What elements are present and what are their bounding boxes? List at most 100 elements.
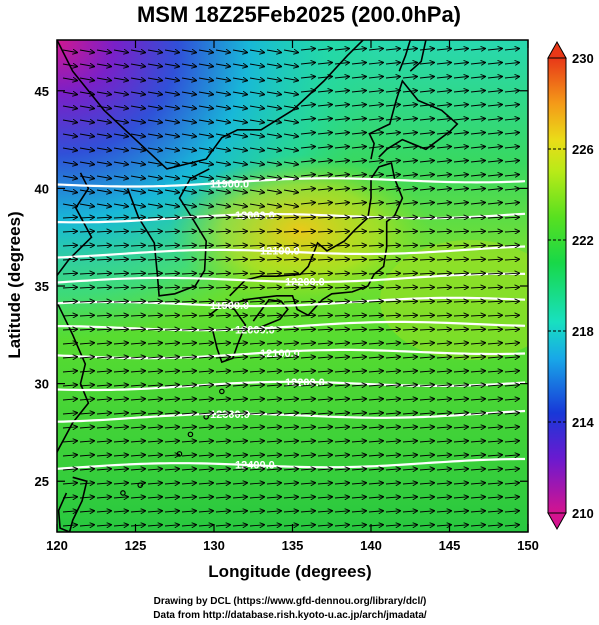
wind-arrow	[79, 231, 94, 232]
credit-line-1: Drawing by DCL (https://www.gfd-dennou.o…	[154, 596, 427, 607]
wind-arrow	[487, 287, 502, 288]
wind-arrow	[96, 469, 111, 470]
wind-arrow	[164, 176, 179, 179]
wind-arrow	[164, 134, 179, 137]
wind-arrow	[215, 357, 230, 358]
wind-arrow	[334, 273, 349, 274]
wind-arrow	[62, 50, 77, 53]
wind-arrow	[385, 133, 400, 135]
wind-arrow	[453, 77, 468, 79]
wind-arrow	[436, 357, 451, 358]
wind-arrow	[249, 371, 264, 372]
wind-arrow	[147, 427, 162, 428]
coastline-shikoku	[252, 298, 289, 330]
wind-arrow	[487, 357, 502, 358]
wind-arrow	[351, 217, 366, 218]
wind-arrow	[419, 301, 434, 302]
chart-title: MSM 18Z25Feb2025 (200.0hPa)	[137, 2, 461, 27]
wind-arrow	[419, 245, 434, 246]
wind-arrow	[334, 119, 349, 121]
wind-arrow	[470, 315, 485, 316]
wind-arrow	[419, 119, 434, 121]
wind-arrow	[402, 413, 417, 414]
wind-arrow	[96, 301, 111, 302]
wind-arrow	[164, 329, 179, 330]
wind-arrow	[96, 245, 111, 246]
wind-arrow	[317, 231, 332, 232]
wind-arrow	[181, 64, 196, 67]
wind-arrow	[351, 413, 366, 414]
wind-arrow	[419, 189, 434, 191]
wind-arrow	[385, 77, 400, 79]
wind-arrow	[368, 49, 383, 51]
wind-arrow	[96, 357, 111, 358]
wind-arrow	[181, 148, 196, 151]
wind-arrow	[130, 497, 145, 498]
wind-arrow	[351, 203, 366, 205]
wind-arrow	[368, 77, 383, 79]
wind-arrow	[249, 231, 264, 232]
wind-arrow	[385, 357, 400, 358]
lat-tick-label: 45	[35, 84, 49, 99]
wind-arrow	[164, 64, 179, 67]
wind-arrow	[283, 483, 298, 484]
wind-arrow	[368, 217, 383, 218]
wind-arrow	[62, 455, 77, 456]
wind-arrow	[113, 399, 128, 400]
wind-arrow	[198, 50, 213, 53]
wind-arrow	[79, 483, 94, 484]
wind-arrow	[113, 427, 128, 428]
wind-arrow	[453, 371, 468, 372]
wind-arrow	[283, 78, 298, 81]
lon-tick-label: 125	[125, 538, 147, 553]
wind-arrow	[419, 203, 434, 205]
wind-arrow	[147, 92, 162, 95]
wind-arrow	[351, 175, 366, 177]
wind-arrow	[470, 147, 485, 149]
wind-arrow	[504, 175, 519, 177]
wind-arrow	[402, 371, 417, 372]
wind-arrow	[283, 50, 298, 53]
wind-arrow	[181, 92, 196, 95]
wind-arrow	[283, 190, 298, 193]
wind-arrow	[79, 148, 94, 151]
wind-arrow	[385, 105, 400, 107]
wind-arrow	[385, 497, 400, 498]
wind-arrow	[283, 287, 298, 288]
wind-arrow	[504, 497, 519, 498]
wind-arrow	[249, 483, 264, 484]
wind-arrow	[317, 189, 332, 191]
wind-arrow	[215, 190, 230, 193]
wind-arrow	[266, 343, 281, 344]
wind-arrow	[62, 106, 77, 109]
wind-arrow	[402, 273, 417, 274]
wind-arrow	[419, 357, 434, 358]
wind-arrow	[130, 301, 145, 302]
wind-arrow	[487, 511, 502, 512]
wind-arrow	[419, 91, 434, 93]
wind-arrow	[283, 413, 298, 414]
wind-arrow	[249, 162, 264, 165]
wind-arrow	[266, 162, 281, 165]
wind-arrow	[62, 427, 77, 428]
wind-arrow	[504, 413, 519, 414]
wind-arrow	[504, 217, 519, 218]
wind-arrow	[164, 273, 179, 274]
wind-arrow	[470, 105, 485, 107]
wind-arrow	[402, 469, 417, 470]
wind-arrow	[504, 287, 519, 288]
wind-arrow	[283, 525, 298, 526]
wind-arrow	[402, 315, 417, 316]
wind-arrow	[300, 175, 315, 177]
wind-arrow	[385, 203, 400, 205]
wind-arrow	[504, 427, 519, 428]
wind-arrow	[232, 385, 247, 386]
wind-arrow	[113, 148, 128, 151]
wind-arrow	[232, 525, 247, 526]
wind-arrow	[130, 469, 145, 470]
wind-arrow	[198, 511, 213, 512]
wind-arrow	[79, 190, 94, 193]
wind-arrow	[96, 176, 111, 179]
wind-arrow	[113, 92, 128, 95]
wind-arrow	[79, 92, 94, 95]
